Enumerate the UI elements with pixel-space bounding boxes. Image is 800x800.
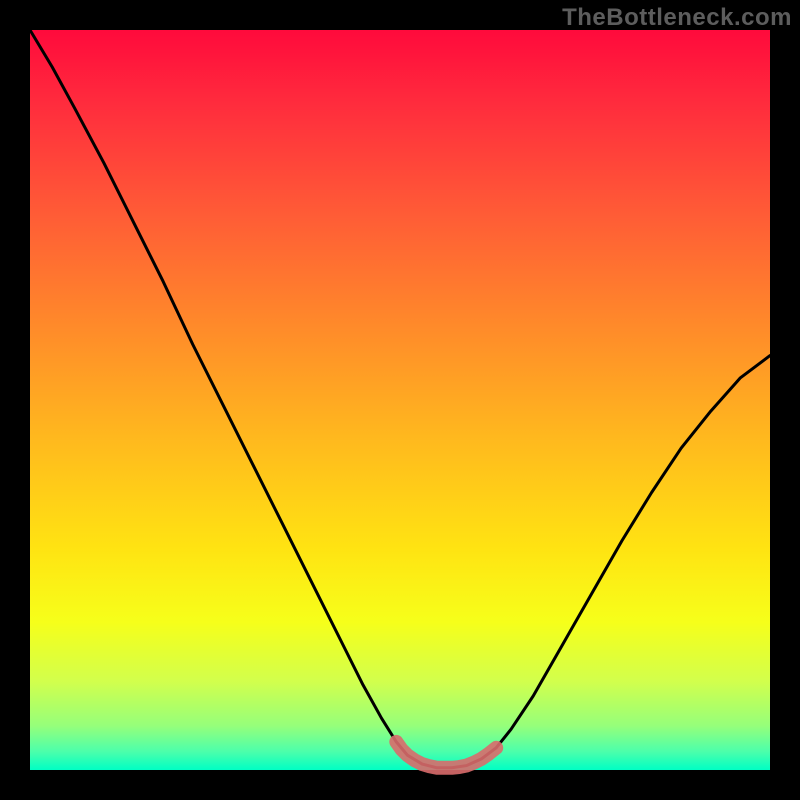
gradient-background (30, 30, 770, 770)
watermark-text: TheBottleneck.com (562, 4, 792, 32)
bottleneck-curve-plot (0, 0, 800, 800)
chart-container: TheBottleneck.com (0, 0, 800, 800)
